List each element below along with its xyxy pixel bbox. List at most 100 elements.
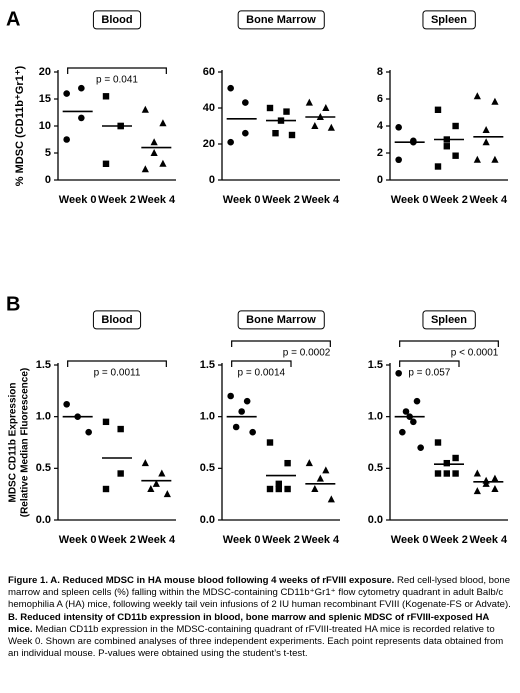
p-value: p = 0.041 bbox=[96, 75, 138, 86]
point bbox=[473, 92, 481, 100]
y-axis-label: % MDSC (CD11b⁺Gr1⁺) bbox=[14, 65, 26, 186]
point bbox=[316, 474, 324, 482]
y-tick-label: 15 bbox=[39, 93, 51, 105]
x-tick-label: Week 2 bbox=[98, 534, 136, 546]
point bbox=[473, 155, 481, 163]
point bbox=[78, 114, 85, 122]
y-tick-label: 0.5 bbox=[200, 462, 215, 474]
point bbox=[395, 156, 402, 164]
point bbox=[266, 439, 274, 446]
point bbox=[473, 469, 481, 477]
point bbox=[417, 444, 424, 451]
title-box bbox=[422, 310, 476, 330]
point bbox=[275, 480, 282, 488]
point bbox=[227, 392, 234, 400]
chart-title: Spleen bbox=[431, 14, 467, 26]
point bbox=[85, 428, 92, 436]
title-box bbox=[422, 10, 476, 30]
y-axis-label: (Relative Median Fluorescence) bbox=[20, 368, 31, 518]
point bbox=[163, 490, 171, 498]
y-tick-label: 0.0 bbox=[36, 514, 51, 526]
point bbox=[249, 428, 256, 436]
caption-segment: B. Reduced intensity of CD11b expression… bbox=[8, 611, 490, 635]
x-tick-label: Week 4 bbox=[469, 534, 508, 546]
y-tick-label: 1.5 bbox=[368, 359, 383, 371]
point bbox=[402, 408, 410, 415]
point bbox=[399, 428, 406, 436]
point bbox=[102, 93, 110, 100]
x-tick-label: Week 0 bbox=[59, 534, 97, 546]
point bbox=[141, 105, 149, 113]
point bbox=[227, 138, 234, 146]
point bbox=[102, 485, 110, 493]
p-value: p = 0.0014 bbox=[238, 368, 286, 379]
x-tick-label: Week 2 bbox=[430, 194, 468, 206]
chart-title: Bone Marrow bbox=[246, 314, 316, 326]
y-tick-label: 2 bbox=[377, 147, 383, 159]
point bbox=[491, 474, 499, 482]
point bbox=[410, 418, 417, 426]
point bbox=[284, 459, 291, 467]
point bbox=[283, 108, 290, 115]
x-tick-label: Week 0 bbox=[59, 194, 97, 206]
point bbox=[322, 104, 330, 111]
point bbox=[63, 90, 70, 97]
point bbox=[443, 459, 450, 467]
point bbox=[473, 487, 481, 495]
y-tick-label: 6 bbox=[377, 93, 383, 105]
point bbox=[266, 104, 274, 112]
x-tick-label: Week 2 bbox=[262, 534, 300, 546]
bracket bbox=[399, 340, 499, 347]
point bbox=[395, 369, 402, 377]
p-value: p = 0.0002 bbox=[283, 348, 331, 359]
x-tick-label: Week 0 bbox=[223, 534, 261, 546]
point bbox=[152, 479, 160, 487]
point bbox=[150, 149, 158, 156]
point bbox=[117, 470, 124, 477]
y-tick-label: 0 bbox=[377, 174, 383, 186]
x-tick-label: Week 4 bbox=[137, 194, 176, 206]
y-tick-label: 1.0 bbox=[200, 411, 215, 423]
point bbox=[284, 485, 291, 493]
x-tick-label: Week 2 bbox=[98, 194, 136, 206]
point bbox=[150, 138, 158, 146]
x-tick-label: Week 4 bbox=[301, 534, 340, 546]
y-tick-label: 20 bbox=[203, 138, 215, 150]
title-box bbox=[237, 10, 325, 30]
point bbox=[63, 400, 70, 408]
point bbox=[232, 423, 240, 431]
point bbox=[242, 99, 249, 106]
point bbox=[227, 84, 234, 92]
chart-title: Spleen bbox=[431, 314, 467, 326]
point bbox=[395, 124, 402, 131]
bracket bbox=[231, 340, 331, 347]
point bbox=[159, 159, 167, 167]
figure: A % MDSC (CD11b⁺Gr1⁺) B MDSC CD11b Expressi… bbox=[6, 8, 508, 546]
point bbox=[434, 106, 442, 113]
y-tick-label: 60 bbox=[203, 66, 215, 78]
chart-title: Blood bbox=[101, 314, 132, 326]
point bbox=[443, 143, 450, 150]
x-tick-label: Week 4 bbox=[137, 534, 176, 546]
point bbox=[266, 485, 274, 493]
point bbox=[452, 122, 459, 130]
point bbox=[102, 418, 110, 426]
bracket bbox=[399, 360, 460, 367]
point bbox=[288, 131, 296, 139]
y-axis-label: MDSC CD11b Expression bbox=[8, 382, 19, 502]
y-tick-label: 40 bbox=[203, 102, 215, 114]
point bbox=[159, 119, 167, 127]
x-tick-label: Week 4 bbox=[301, 194, 340, 206]
point bbox=[311, 122, 319, 129]
point bbox=[272, 130, 279, 137]
y-tick-label: 4 bbox=[377, 120, 384, 132]
y-tick-label: 1.5 bbox=[200, 359, 215, 371]
point bbox=[482, 138, 490, 146]
point bbox=[311, 485, 319, 492]
point bbox=[413, 397, 421, 405]
y-tick-label: 0.5 bbox=[368, 462, 383, 474]
y-tick-label: 1.0 bbox=[368, 411, 383, 423]
x-tick-label: Week 0 bbox=[391, 534, 429, 546]
title-box bbox=[92, 310, 142, 330]
